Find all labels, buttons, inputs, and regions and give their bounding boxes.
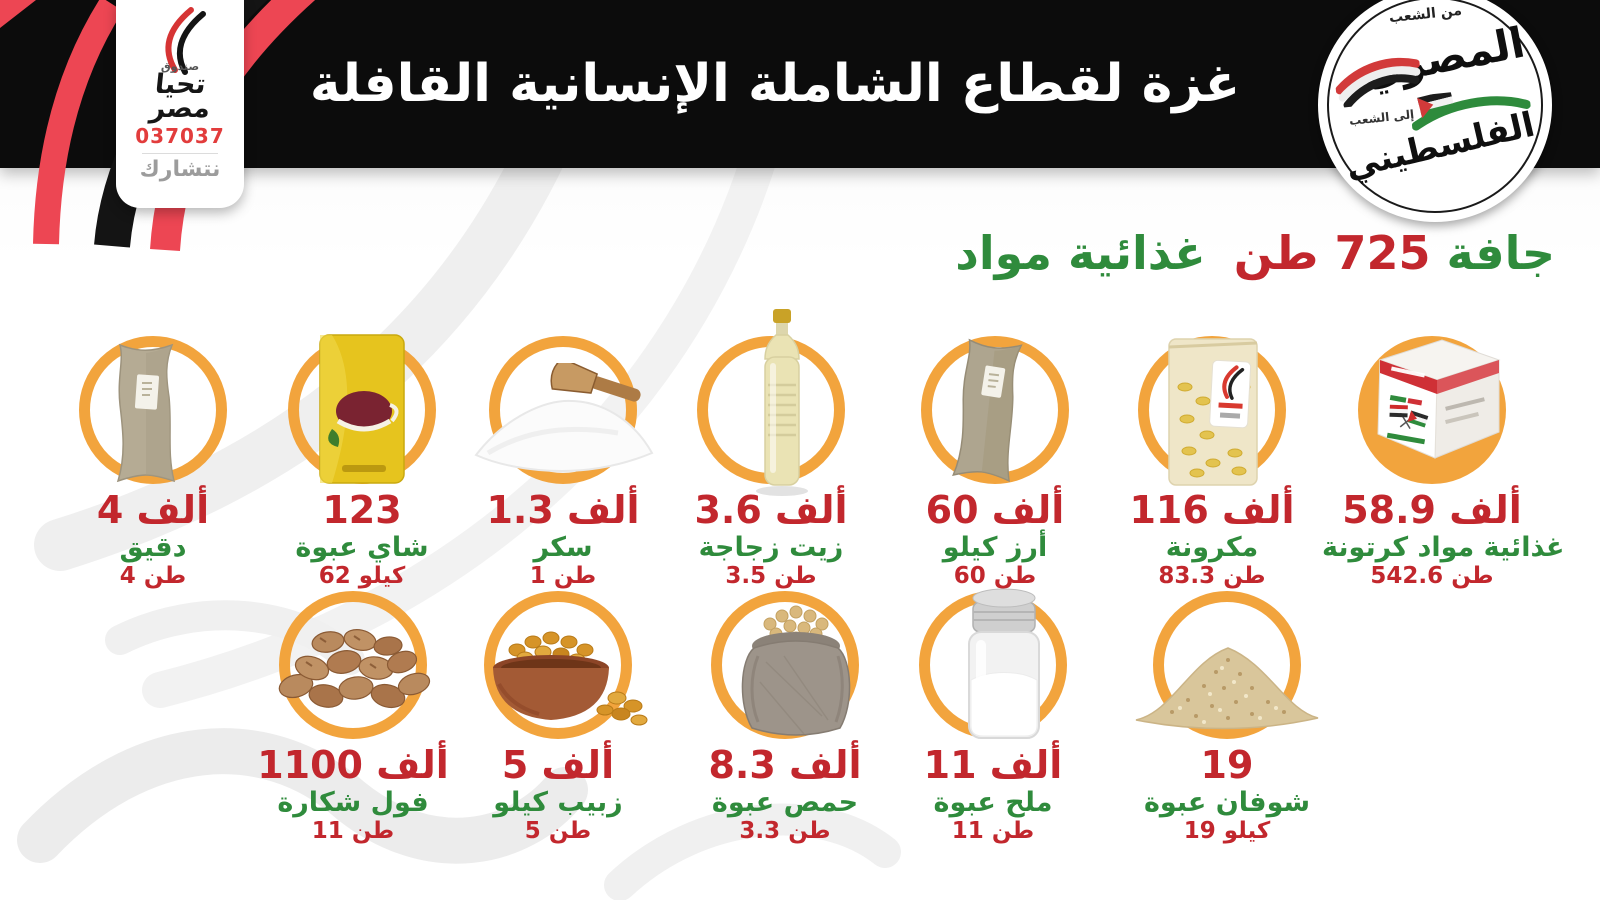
item-qty: 60 ألف — [925, 488, 1065, 532]
item-label: دقيق — [119, 531, 187, 563]
raisins-bowl-image — [493, 631, 648, 726]
section-subtitle: مواد‎ غذائية‎ جافة 725 طن — [955, 226, 1555, 280]
item-disc — [1358, 336, 1506, 484]
food-carton-image — [1377, 339, 1501, 459]
item-label: كيلو‎ زبيب — [493, 786, 623, 818]
fava-beans-image — [278, 629, 431, 709]
item-label: عبوة‎ حمص — [711, 786, 859, 818]
item-weight: 4 طن — [119, 562, 187, 589]
item-qty: 123 — [322, 488, 402, 532]
subtitle-label: مواد‎ غذائية‎ جافة — [955, 226, 1555, 280]
item-qty: 8.3 ألف — [708, 743, 862, 787]
chickpeas-sack-image — [741, 605, 851, 736]
item-qty: 11 ألف — [923, 743, 1063, 787]
item-ring — [278, 591, 431, 739]
item-pasta: 116 ألف مكرونة 83.3 طن — [1102, 336, 1322, 590]
item-qty: 1100 ألف — [257, 743, 449, 787]
fund-logo-card: صندوق تحيا مصر 037037 نتشارك — [116, 0, 244, 208]
item-ring — [79, 336, 227, 484]
item-label: كيلو‎ أرز — [942, 531, 1048, 563]
flour-sack-image — [116, 343, 176, 483]
pasta-pack-image — [1168, 338, 1258, 486]
item-fava: 1100 ألف شكارة‎ فول 11 طن — [243, 591, 463, 845]
oats-pile-image — [1135, 647, 1319, 730]
item-label: شكارة‎ فول — [277, 786, 429, 818]
egypt-flag-ribbon-icon — [1335, 57, 1421, 109]
item-ring — [484, 591, 648, 739]
campaign-badge: من الشعب المصري إلى الشعب الفلسطيني — [1306, 0, 1564, 234]
item-flour: 4 ألف دقيق 4 طن — [43, 336, 263, 590]
item-label: عبوة‎ شاي — [295, 531, 429, 563]
tea-pack-image — [319, 334, 405, 484]
item-ring — [921, 336, 1069, 484]
item-qty: 5 ألف — [501, 743, 615, 787]
item-qty: 116 ألف — [1129, 488, 1295, 532]
fund-card-divider — [142, 152, 218, 154]
fund-flame-icon — [165, 7, 206, 75]
item-weight: 3.5 طن — [725, 562, 817, 589]
item-qty: 1.3 ألف — [486, 488, 640, 532]
item-ring — [919, 588, 1067, 739]
item-ring — [697, 309, 845, 496]
subtitle-value: 725 طن — [1233, 226, 1431, 280]
item-ring — [1135, 591, 1319, 739]
item-weight: 542.6 طن — [1370, 562, 1494, 589]
item-label: مكرونة — [1165, 531, 1259, 563]
item-carton: 58.9 ألف كرتونة‎ مواد‎ غذائية 542.6 طن — [1322, 336, 1565, 590]
item-weight: 83.3 طن — [1158, 562, 1266, 589]
item-ring — [474, 336, 654, 484]
item-qty: 4 ألف — [96, 488, 210, 532]
item-raisins: 5 ألف كيلو‎ زبيب 5 طن — [448, 591, 668, 845]
item-label: عبوة‎ شوفان — [1143, 786, 1311, 818]
item-oats: 19 عبوة‎ شوفان 19 كيلو — [1117, 591, 1337, 845]
item-qty: 3.6 ألف — [694, 488, 848, 532]
item-weight: 19 كيلو — [1183, 817, 1271, 844]
item-weight: 60 طن — [953, 562, 1037, 589]
palestine-flag-ribbon-icon — [1411, 89, 1531, 131]
item-label: عبوة‎ ملح — [933, 786, 1053, 818]
item-rice: 60 ألف كيلو‎ أرز 60 طن — [885, 336, 1105, 590]
item-qty: 58.9 ألف — [1342, 488, 1522, 532]
item-ring — [288, 334, 436, 484]
fund-hotline-number: 037037 — [135, 123, 225, 148]
sugar-pile-image — [474, 363, 654, 473]
item-weight: 1 طن — [529, 562, 597, 589]
salt-shaker-image — [968, 588, 1040, 739]
item-salt: 11 ألف عبوة‎ ملح 11 طن — [883, 588, 1103, 845]
oil-bottle-image — [756, 309, 808, 496]
page-title: القافلة‎ الإنسانية‎ الشاملة‎ لقطاع‎ غزة — [309, 54, 1241, 114]
rice-sack-image — [952, 338, 1023, 483]
item-weight: 11 طن — [311, 817, 395, 844]
fund-tagline: نتشارك — [139, 156, 221, 182]
item-weight: 3.3 طن — [739, 817, 831, 844]
item-oil: 3.6 ألف زجاجة‎ زيت 3.5 طن — [661, 309, 881, 590]
item-weight: 11 طن — [951, 817, 1035, 844]
item-chickpeas: 8.3 ألف عبوة‎ حمص 3.3 طن — [675, 591, 895, 845]
item-label: كرتونة‎ مواد‎ غذائية — [1322, 531, 1565, 563]
fund-word-misr: مصر — [148, 92, 212, 124]
item-weight: 5 طن — [524, 817, 592, 844]
item-sugar: 1.3 ألف سكر 1 طن — [453, 336, 673, 590]
item-qty: 19 — [1200, 743, 1254, 787]
item-ring — [1138, 336, 1286, 486]
item-ring — [711, 591, 859, 739]
fund-word-small: صندوق — [160, 60, 200, 73]
item-tea: 123 عبوة‎ شاي 62 كيلو — [252, 334, 472, 590]
item-label: زجاجة‎ زيت — [698, 531, 844, 563]
item-label: سكر — [533, 531, 593, 563]
badge-mid-text: إلى الشعب — [1348, 107, 1415, 129]
item-weight: 62 كيلو — [318, 562, 406, 589]
